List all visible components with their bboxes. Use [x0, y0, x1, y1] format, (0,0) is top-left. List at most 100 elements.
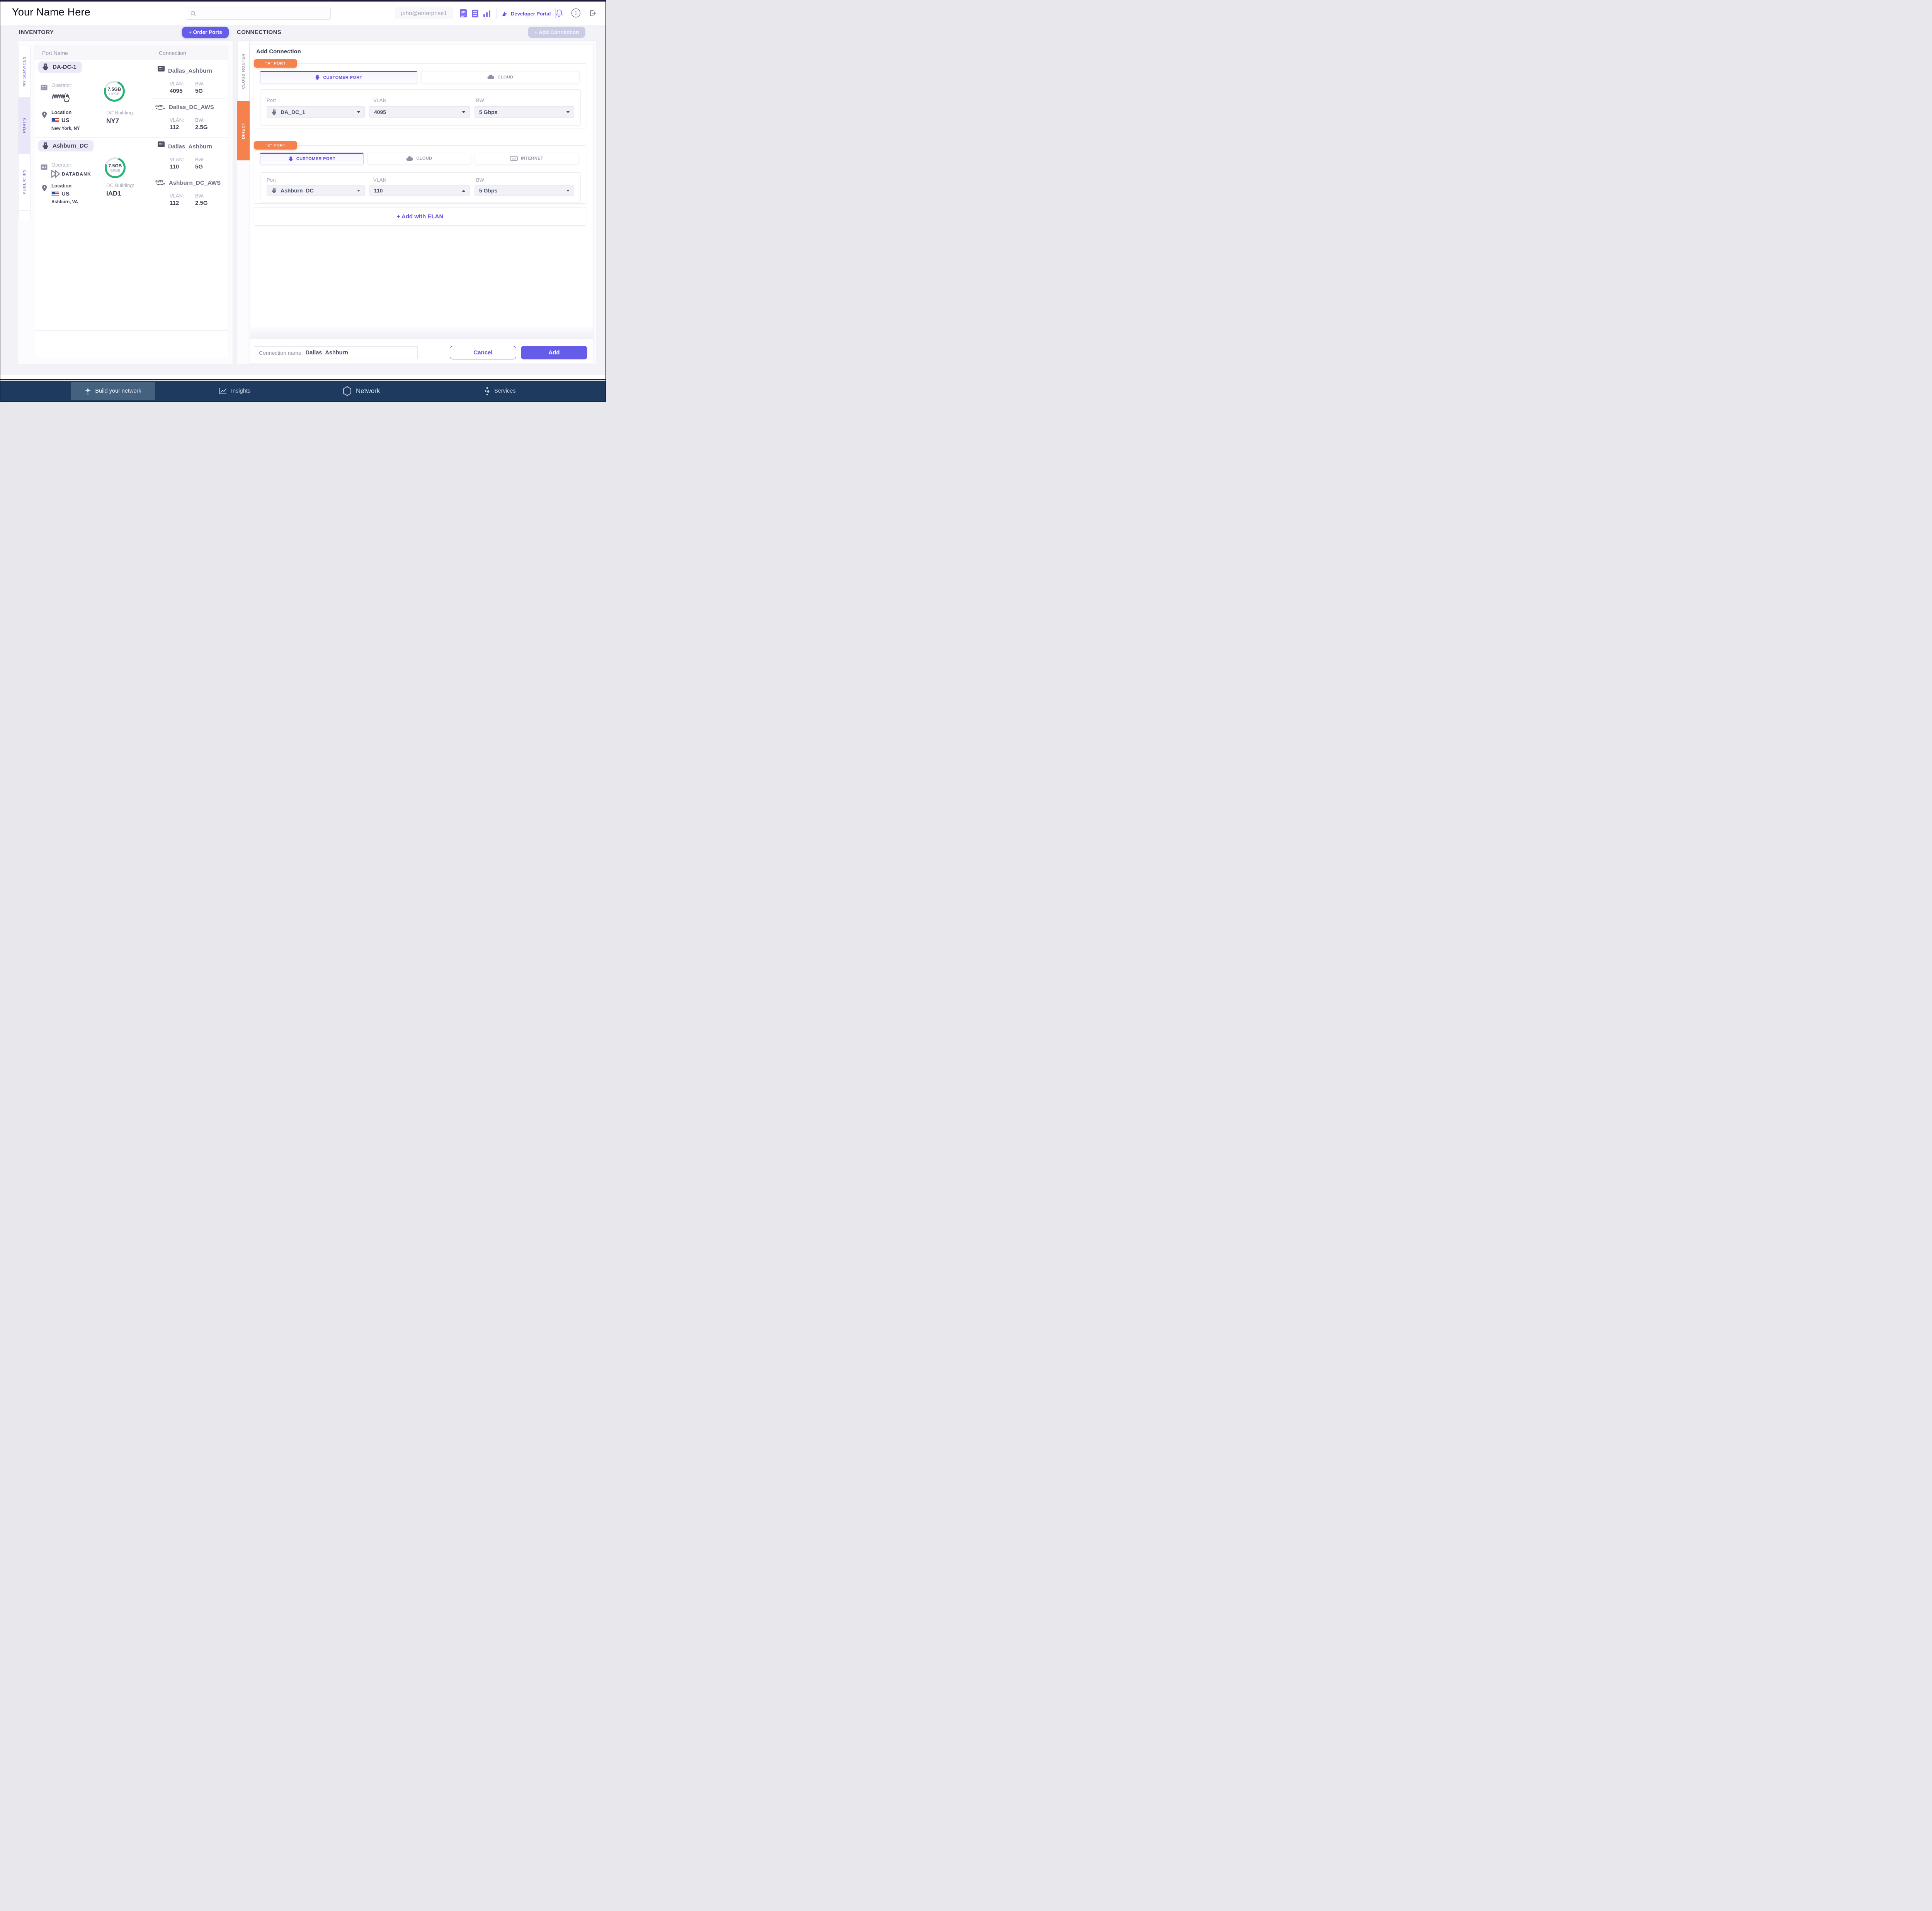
location-label: Location [51, 110, 71, 115]
connection-name[interactable]: Dallas_DC_AWS [169, 104, 214, 111]
dia-icon: DIA [510, 156, 518, 161]
dc-building-label: DC Building: [106, 110, 134, 116]
user-email: john@enterprise1 [395, 7, 453, 19]
form-footer-band [250, 327, 593, 339]
hexagon-network-icon [342, 386, 352, 396]
connection-name[interactable]: Dallas_Ashburn [168, 143, 212, 150]
z-port-cloud-toggle[interactable]: CLOUD [367, 153, 471, 164]
operator-building-icon [41, 85, 48, 92]
port-icon: V [271, 109, 277, 115]
column-port-name: Port Name [42, 50, 68, 56]
bw-label: BW: [195, 193, 204, 199]
dc-building-value: NY7 [106, 117, 119, 125]
z-port-internet-toggle[interactable]: DIA INTERNET [475, 153, 578, 164]
svg-text:V: V [44, 64, 46, 67]
connections-title: CONNECTIONS [237, 29, 281, 36]
vlan-value: 4095 [170, 88, 182, 94]
dc-building-value: IAD1 [106, 190, 121, 197]
add-with-elan-button[interactable]: + Add with ELAN [254, 207, 586, 226]
order-ports-button[interactable]: + Order Ports [182, 27, 229, 38]
aws-icon: aws [155, 103, 166, 112]
aws-icon: aws [155, 178, 166, 187]
a-port-port-select[interactable]: V DA_DC_1 [267, 106, 365, 118]
add-connection-button[interactable]: + Add Connection [528, 27, 585, 38]
bw-value: 5G [195, 163, 203, 170]
port-icon: V [42, 142, 49, 150]
tab-public-ips[interactable]: PUBLIC IPS [18, 153, 31, 210]
connection-name[interactable]: Dallas_Ashburn [168, 68, 212, 74]
location-pin-icon [41, 111, 48, 121]
add-button[interactable]: Add [521, 346, 587, 359]
a-port-vlan-select[interactable]: 4095 [369, 106, 470, 118]
svg-text:DATABANK: DATABANK [62, 172, 91, 177]
hand-cursor-icon [62, 93, 70, 104]
z-port-port-select[interactable]: V Ashburn_DC [267, 185, 365, 196]
port-icon [315, 75, 320, 80]
z-port-bw-select[interactable]: 5 Gbps [474, 185, 574, 196]
bar-chart-icon[interactable] [483, 10, 491, 19]
z-port-customer-port-toggle[interactable]: CUSTOMER PORT [260, 153, 364, 164]
connection-name-input[interactable]: Connection name: Dallas_Ashburn [254, 346, 418, 359]
tab-ports[interactable]: PORTS [18, 97, 31, 153]
bw-field-label: BW [476, 177, 484, 183]
svg-text:API: API [461, 11, 465, 14]
search-icon [190, 10, 196, 17]
port-row-name[interactable]: V Ashburn_DC [38, 140, 94, 151]
row-divider [34, 137, 228, 138]
tab-cloud-router[interactable]: CLOUD ROUTER [237, 41, 250, 101]
api-docs-icon[interactable]: API [459, 9, 467, 20]
vlan-label: VLAN: [170, 193, 184, 199]
databank-logo: DATABANK [51, 169, 97, 181]
nav-network[interactable]: Network [342, 383, 380, 399]
tab-direct[interactable]: DIRECT [237, 101, 250, 160]
port-icon: V [271, 188, 277, 194]
logout-icon[interactable] [589, 9, 597, 19]
bottom-gap [0, 375, 605, 379]
chevron-up-icon [462, 190, 465, 192]
nav-insights[interactable]: Insights [219, 384, 250, 398]
connection-name[interactable]: Ashburn_DC_AWS [169, 180, 221, 186]
bw-value: 5G [195, 88, 203, 94]
brand-logo: Your Name Here [12, 6, 90, 18]
chevron-down-icon [357, 190, 360, 192]
bottom-nav-bar: Build your network Insights Network Serv… [0, 381, 605, 402]
a-port-customer-port-toggle[interactable]: CUSTOMER PORT [260, 71, 417, 83]
a-port-bw-select[interactable]: 5 Gbps [474, 106, 574, 118]
dots-cluster-icon [484, 387, 490, 396]
sparkle-icon [85, 387, 91, 395]
developer-portal-button[interactable]: Developer Portal [497, 8, 556, 19]
datacenter-icon [157, 141, 165, 150]
tab-my-services[interactable]: MY SERVICES [18, 46, 31, 97]
tab-stub [18, 210, 31, 220]
bw-value: 2.5G [195, 200, 208, 206]
search-input[interactable] [199, 10, 327, 17]
svg-text:V: V [274, 110, 275, 112]
connection-divider [151, 98, 225, 99]
cloud-icon [406, 156, 413, 161]
inventory-panel: MY SERVICES PORTS PUBLIC IPS Port Name C… [18, 40, 233, 365]
cloud-icon [487, 75, 494, 80]
port-row-name[interactable]: V DA-DC-1 [38, 61, 82, 73]
chevron-down-icon [566, 111, 570, 113]
a-port-cloud-toggle[interactable]: CLOUD [421, 71, 580, 83]
connection-name-value: Dallas_Ashburn [306, 350, 348, 356]
z-port-badge: "Z" PORT [254, 141, 297, 150]
bird-icon [502, 10, 508, 17]
vlan-label: VLAN: [170, 117, 184, 123]
search-box[interactable] [186, 7, 331, 20]
table-header: Port Name Connection [34, 46, 228, 60]
operator-building-icon [41, 164, 48, 172]
notifications-bell-icon[interactable] [556, 9, 563, 19]
svg-text:V: V [274, 188, 275, 191]
nav-build-your-network[interactable]: Build your network [71, 382, 155, 400]
svg-text:DIA: DIA [512, 158, 516, 160]
chevron-down-icon [566, 190, 570, 192]
more-menu-icon[interactable] [571, 8, 581, 20]
vlan-value: 112 [170, 200, 179, 206]
nav-services[interactable]: Services [484, 384, 516, 398]
operator-label: Operator: [51, 82, 73, 88]
z-port-vlan-select[interactable]: 110 [369, 185, 470, 196]
us-flag-icon [51, 118, 59, 123]
list-view-icon[interactable] [472, 9, 479, 20]
cancel-button[interactable]: Cancel [450, 346, 516, 359]
